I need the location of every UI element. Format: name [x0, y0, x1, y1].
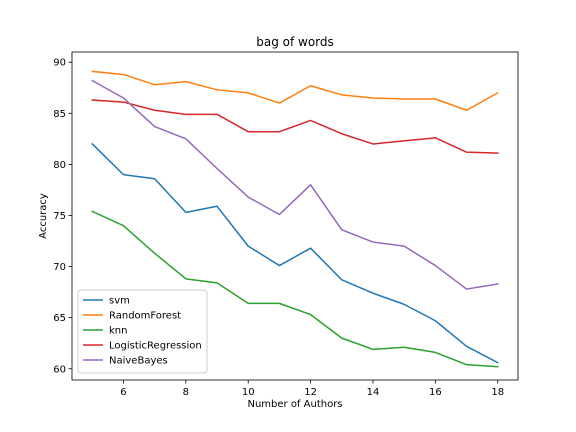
x-axis-title: Number of Authors: [247, 399, 342, 410]
x-tick-label: 14: [367, 387, 380, 398]
series-layer: [91, 70, 499, 368]
y-tick-label: 85: [53, 109, 66, 120]
x-tick-label: 10: [242, 387, 255, 398]
series-line-svm: [91, 142, 499, 364]
x-axis: 6 8 10 12 14 16 18: [120, 380, 504, 398]
series-line-randomforest: [91, 70, 499, 111]
series-line-naivebayes: [91, 79, 499, 290]
y-axis: 60 65 70 75 80 85 90: [53, 58, 72, 375]
y-tick-label: 90: [53, 58, 66, 69]
x-tick-label: 18: [491, 387, 504, 398]
legend-box: [77, 289, 208, 374]
y-tick-label: 70: [53, 262, 66, 273]
series-line-logisticregression: [91, 99, 499, 154]
x-tick-label: 8: [183, 387, 189, 398]
legend-label: NaiveBayes: [109, 356, 168, 367]
y-tick-label: 80: [53, 160, 66, 171]
plot-frame: [71, 51, 519, 381]
x-tick-label: 16: [429, 387, 442, 398]
legend: svm RandomForest knn LogisticRegression Naiv…: [77, 289, 208, 374]
legend-label: knn: [109, 326, 127, 337]
legend-label: LogisticRegression: [109, 341, 202, 352]
series-line-knn: [91, 210, 499, 368]
y-tick-label: 75: [53, 211, 66, 222]
y-tick-label: 60: [53, 364, 66, 375]
x-tick-label: 12: [304, 387, 317, 398]
chart-title: bag of words: [256, 35, 334, 49]
x-tick-label: 6: [120, 387, 126, 398]
legend-label: svm: [109, 296, 130, 307]
y-axis-title: Accuracy: [38, 193, 49, 239]
y-tick-label: 65: [53, 313, 66, 324]
legend-label: RandomForest: [109, 311, 181, 322]
